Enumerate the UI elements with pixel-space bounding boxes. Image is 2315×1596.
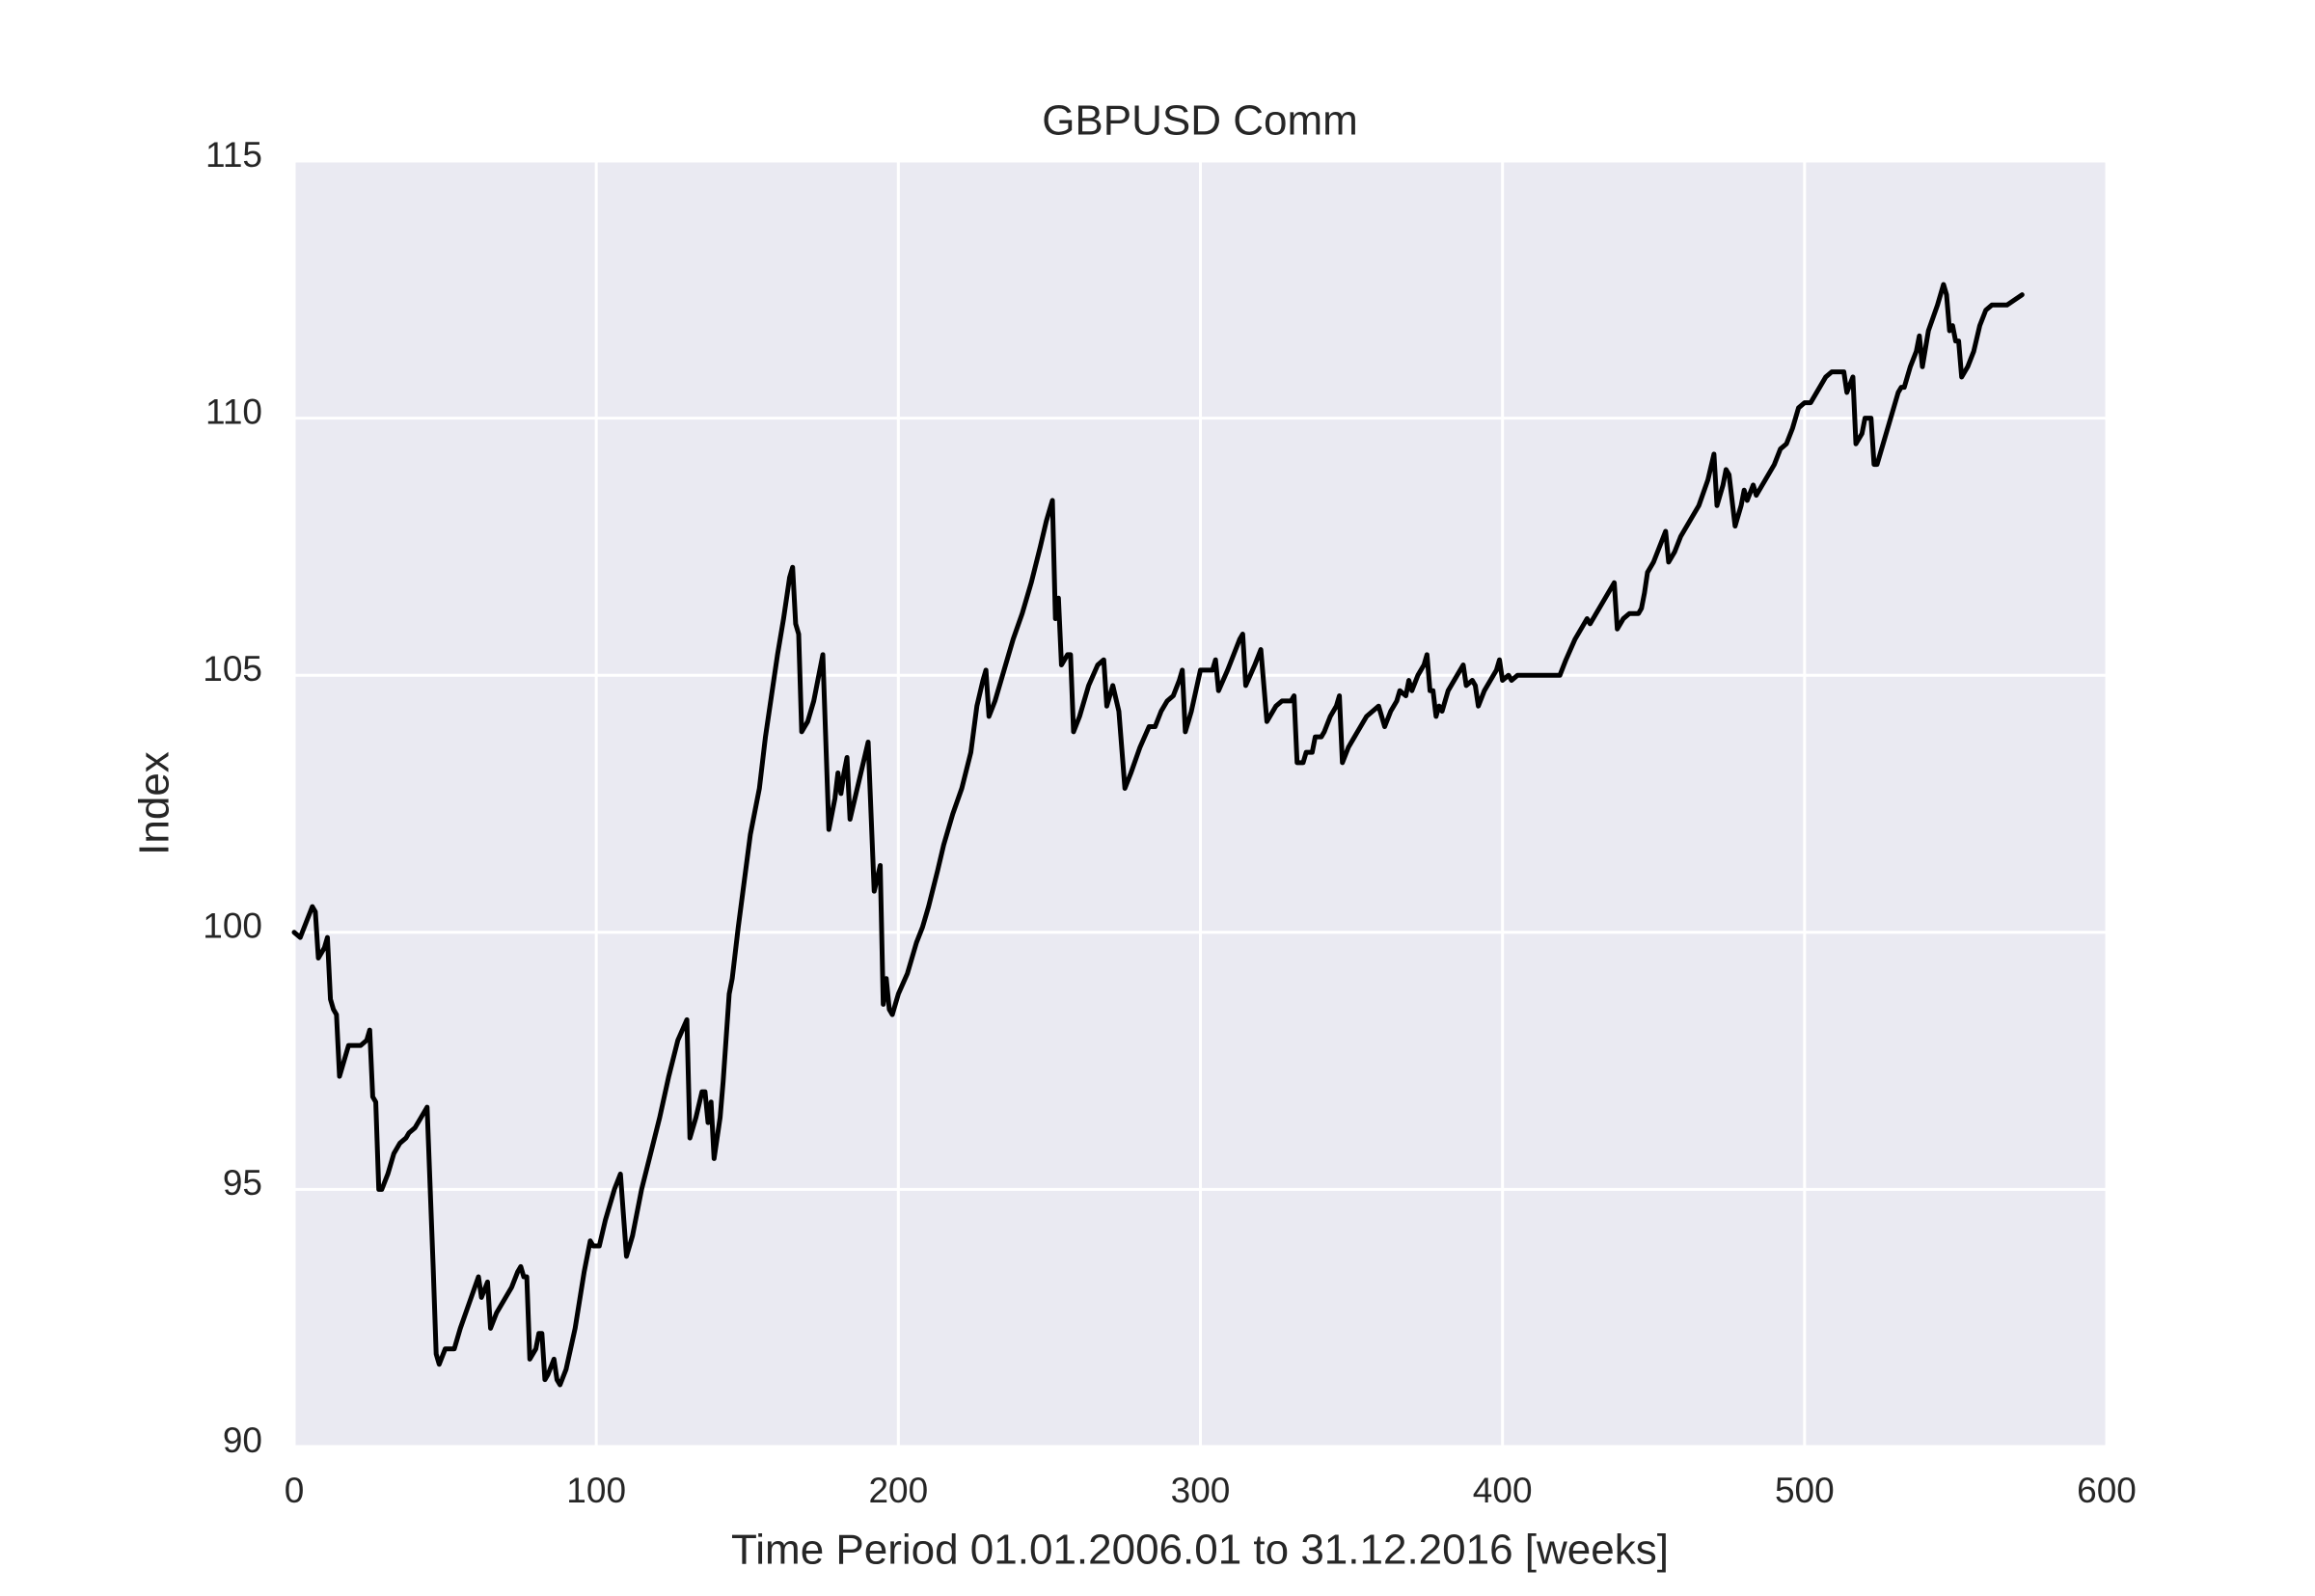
y-tick-label: 105 — [203, 649, 262, 689]
y-tick-label: 115 — [205, 135, 262, 175]
x-tick-label: 600 — [2077, 1471, 2137, 1510]
marks — [291, 282, 2025, 1388]
x-tick-label: 500 — [1775, 1471, 1835, 1510]
x-tick-label: 100 — [566, 1471, 626, 1510]
data-line — [291, 282, 2025, 1388]
y-axis-label: Index — [131, 751, 178, 855]
x-tick-label: 200 — [868, 1471, 928, 1510]
y-tick-label: 95 — [223, 1163, 262, 1203]
x-tick-label: 0 — [285, 1471, 305, 1510]
y-tick-label: 100 — [203, 906, 262, 946]
chart-title: GBPUSD Comm — [1042, 97, 1358, 145]
y-tick-label: 90 — [223, 1420, 262, 1460]
x-tick-label: 400 — [1473, 1471, 1533, 1510]
x-tick-label: 300 — [1171, 1471, 1231, 1510]
grid — [292, 159, 2109, 1448]
y-tick-label: 110 — [205, 392, 262, 431]
x-axis-label: Time Period 01.01.2006.01 to 31.12.2016 … — [731, 1527, 1669, 1574]
